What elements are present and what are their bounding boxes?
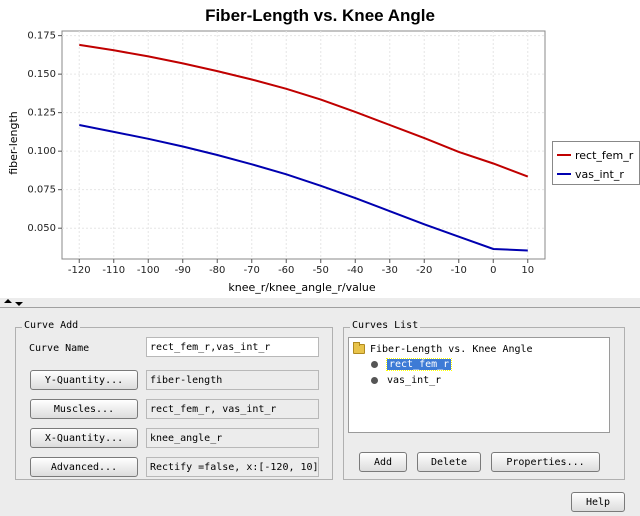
tree-item-rect-fem-r[interactable]: rect_fem_r (371, 357, 453, 371)
tree-root[interactable]: Fiber-Length vs. Knee Angle (353, 342, 533, 356)
split-pane-divider[interactable] (0, 298, 640, 308)
x-tick-label: -70 (244, 265, 260, 276)
x-tick-label: 0 (490, 265, 496, 276)
x-tick-label: -100 (137, 265, 160, 276)
muscles-button[interactable]: Muscles... (30, 399, 138, 419)
y-tick-label: 0.175 (27, 31, 56, 42)
legend-swatch (557, 173, 571, 175)
series-line-rect-fem-r (79, 43, 529, 178)
legend-item-rect-fem-r: rect_fem_r (557, 147, 633, 163)
series-line-vas-int-r (79, 124, 528, 252)
x-quantity-field: knee_angle_r (146, 428, 319, 448)
curve-add-title: Curve Add (22, 320, 81, 331)
add-button[interactable]: Add (359, 452, 407, 472)
curves-tree[interactable]: Fiber-Length vs. Knee Angle rect_fem_r v… (348, 337, 610, 433)
tree-root-label: Fiber-Length vs. Knee Angle (370, 343, 533, 355)
x-tick-label: -80 (209, 265, 225, 276)
legend-label: rect_fem_r (575, 148, 634, 162)
delete-button[interactable]: Delete (417, 452, 481, 472)
plot-area (61, 30, 546, 260)
chart-title: Fiber-Length vs. Knee Angle (205, 6, 435, 25)
properties-button[interactable]: Properties... (491, 452, 600, 472)
legend-swatch (557, 154, 571, 156)
x-tick-label: -60 (278, 265, 294, 276)
collapse-down-icon[interactable] (15, 302, 23, 306)
y-axis-label: fiber-length (7, 111, 20, 175)
muscles-field: rect_fem_r, vas_int_r (146, 399, 319, 419)
chart: Fiber-Length vs. Knee Angle -120 -110 -100… (7, 6, 546, 294)
tree-item-label: rect_fem_r (385, 357, 453, 371)
curve-node-icon (371, 360, 378, 368)
legend-item-vas-int-r: vas_int_r (557, 166, 624, 182)
x-axis-label: knee_r/knee_angle_r/value (228, 281, 376, 294)
x-tick-label: -110 (102, 265, 125, 276)
x-tick-label: -50 (313, 265, 329, 276)
y-quantity-button[interactable]: Y-Quantity... (30, 370, 138, 390)
advanced-field: Rectify =false, x:[-120, 10] (146, 457, 319, 477)
curve-name-input[interactable]: rect_fem_r,vas_int_r (146, 337, 319, 357)
curve-add-group: Curve Add (15, 320, 333, 480)
curve-name-label: Curve Name (29, 343, 90, 354)
x-tick-label: -40 (347, 265, 363, 276)
y-tick-label: 0.050 (27, 223, 56, 234)
curve-node-icon (371, 376, 378, 384)
x-tick-label: -10 (451, 265, 467, 276)
legend: rect_fem_r vas_int_r (552, 141, 640, 185)
curves-list-title: Curves List (350, 320, 421, 331)
y-tick-label: 0.125 (27, 108, 56, 119)
x-tick-label: -120 (68, 265, 91, 276)
x-tick-label: -30 (382, 265, 398, 276)
y-tick-label: 0.075 (27, 185, 56, 196)
curves-list-group: Curves List (343, 320, 625, 480)
x-tick-label: -20 (416, 265, 432, 276)
folder-icon (353, 342, 365, 354)
x-quantity-button[interactable]: X-Quantity... (30, 428, 138, 448)
chart-panel: Fiber-Length vs. Knee Angle -120 -110 -100… (7, 6, 640, 294)
help-button[interactable]: Help (571, 492, 625, 512)
x-tick-label: -90 (175, 265, 191, 276)
y-quantity-field: fiber-length (146, 370, 319, 390)
legend-label: vas_int_r (575, 167, 624, 181)
expand-up-icon[interactable] (4, 299, 12, 303)
tree-item-label: vas_int_r (387, 374, 442, 386)
advanced-button[interactable]: Advanced... (30, 457, 138, 477)
y-tick-label: 0.100 (27, 146, 56, 157)
tree-item-vas-int-r[interactable]: vas_int_r (371, 373, 441, 387)
x-tick-label: 10 (521, 265, 534, 276)
y-tick-label: 0.150 (27, 69, 56, 80)
